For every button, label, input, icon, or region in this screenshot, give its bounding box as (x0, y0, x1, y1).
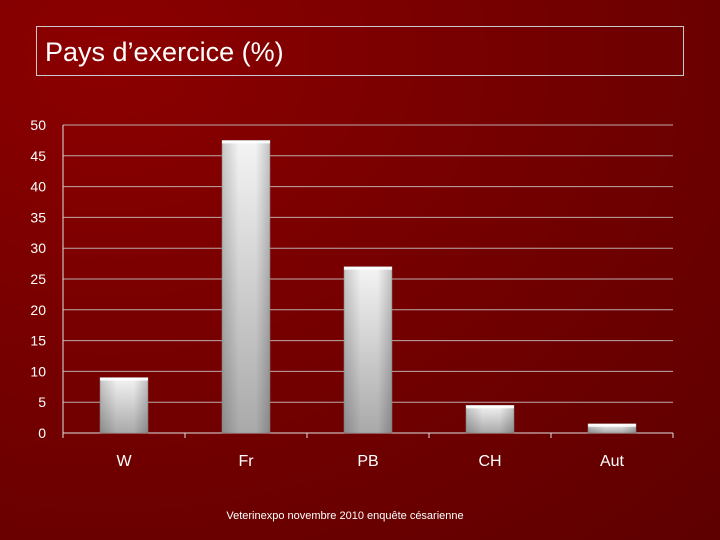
footer-note: Veterinexpo novembre 2010 enquête césari… (226, 510, 464, 522)
bar-shading (588, 423, 636, 433)
slide-title: Pays d’exercice (%) (45, 37, 284, 67)
gridlines (63, 124, 673, 403)
y-tick-label: 40 (30, 179, 46, 195)
y-tick-label: 30 (30, 240, 46, 256)
y-tick-label: 5 (38, 394, 46, 410)
x-category-label: Aut (600, 453, 625, 470)
bar-shading (344, 266, 392, 433)
y-tick-label: 45 (30, 148, 46, 164)
x-category-label: CH (478, 453, 501, 470)
bar-top-highlight (222, 140, 270, 144)
bar-shading (466, 405, 514, 433)
x-category-label: PB (357, 453, 378, 470)
y-tick-label: 20 (30, 302, 46, 318)
y-tick-label: 15 (30, 333, 46, 349)
bar-top-highlight (100, 377, 148, 381)
y-tick-label: 25 (30, 271, 46, 287)
bar-top-highlight (344, 266, 392, 270)
y-tick-label: 35 (30, 209, 46, 225)
labels: 0 5 10 15 20 25 30 35 40 45 50 W Fr PB CH Aut (30, 117, 624, 470)
title-box: Pays d’exercice (%) (36, 26, 684, 76)
y-tick-label: 10 (30, 363, 46, 379)
bar-top-highlight (588, 423, 636, 427)
bars (99, 140, 637, 434)
bar-top-highlight (466, 405, 514, 409)
x-category-label: Fr (238, 453, 254, 470)
y-tick-label: 50 (30, 117, 46, 133)
x-category-label: W (116, 453, 132, 470)
bar-shading (222, 140, 270, 433)
y-tick-label: 0 (38, 425, 46, 441)
bar-shading (100, 377, 148, 433)
